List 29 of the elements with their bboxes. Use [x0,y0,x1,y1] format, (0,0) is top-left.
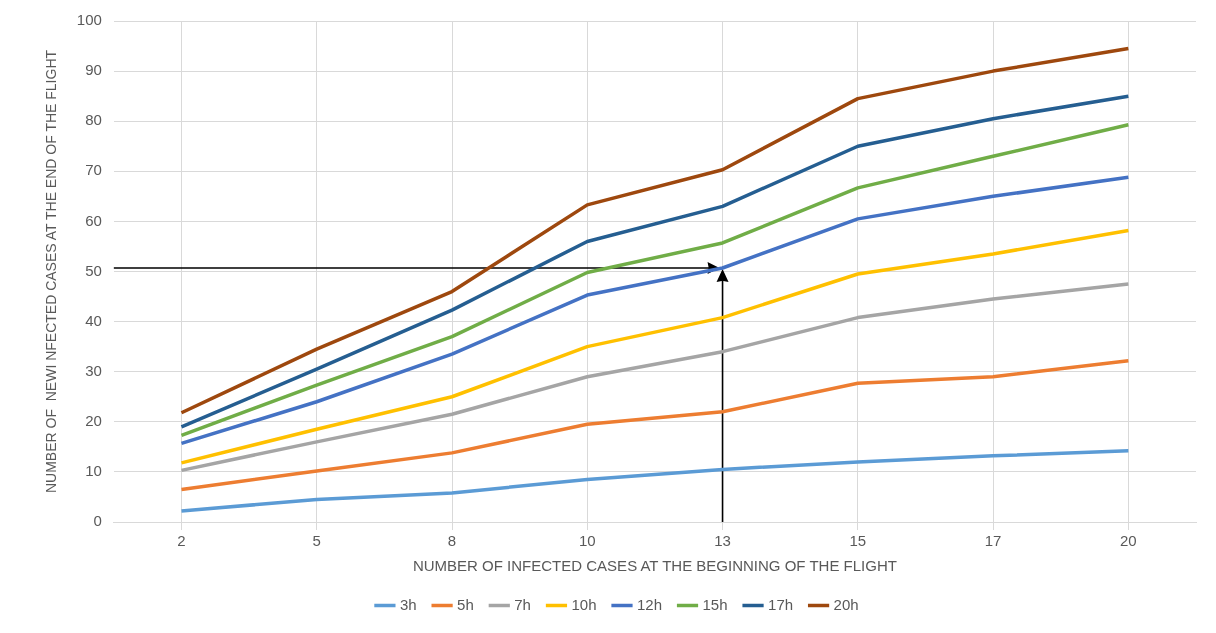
legend-label: 20h [833,595,859,613]
y-tick-label: 50 [85,261,102,279]
legend-label: 7h [514,595,531,613]
legend-label: 12h [636,595,663,613]
y-tick-label: 70 [85,161,102,179]
y-axis-title: NUMBER OF NEWI NFECTED CASES AT THE END OF THE FLIGHT [43,49,60,494]
y-tick-label: 90 [85,61,102,79]
x-tick-label: 20 [1120,532,1137,550]
y-tick-label: 10 [85,462,102,480]
legend-label: 17h [768,595,794,613]
y-tick-label: 30 [85,361,102,379]
y-tick-label: 100 [76,11,102,29]
legend-label: 15h [702,595,728,613]
y-tick-label: 80 [85,111,102,129]
x-axis-title: NUMBER OF INFECTED CASES AT THE BEGINNING OF THE FLIGHT [412,557,897,575]
legend-label: 3h [399,595,417,613]
x-tick-label: 5 [312,532,321,550]
y-tick-label: 40 [85,311,102,329]
x-tick-label: 10 [578,532,596,550]
x-tick-label: 17 [984,532,1002,550]
x-tick-label: 15 [849,532,867,550]
y-tick-label: 20 [85,411,102,429]
y-tick-label: 0 [93,512,102,530]
legend-label: 10h [571,595,597,613]
legend-label: 5h [457,595,474,613]
y-tick-label: 60 [85,211,102,229]
x-tick-label: 13 [714,532,731,550]
x-tick-label: 8 [447,532,457,550]
x-tick-label: 2 [177,532,186,550]
